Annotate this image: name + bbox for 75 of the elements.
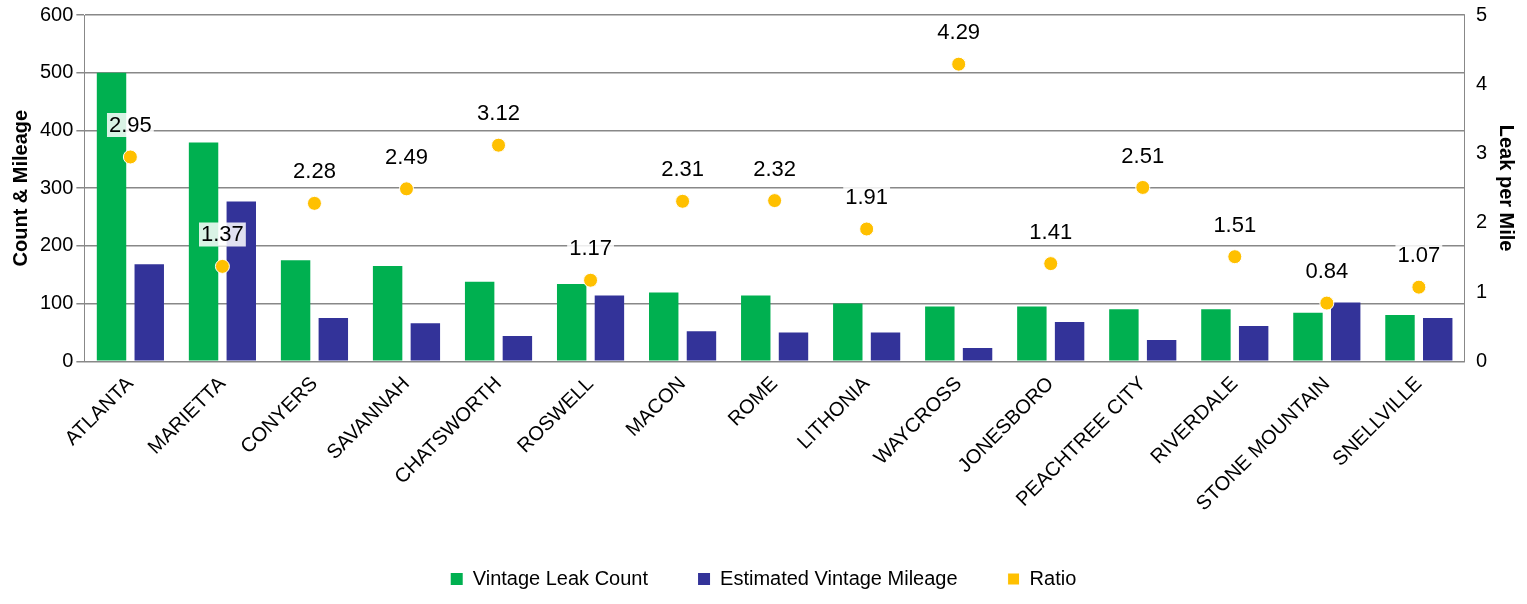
point: [1411, 279, 1427, 295]
point: [491, 137, 507, 153]
y2-tick-label: 2: [1475, 210, 1487, 233]
data-label: 2.49: [385, 143, 428, 169]
data-label: 1.91: [845, 184, 889, 210]
bar: [1330, 302, 1361, 361]
data-label: 2.28: [293, 158, 336, 184]
y-axis-title: Count & Mileage: [8, 109, 31, 267]
point: [1135, 179, 1151, 195]
data-label: 2.31: [661, 156, 704, 182]
point: [859, 221, 875, 237]
bar: [594, 295, 625, 361]
point: [1227, 249, 1243, 265]
data-label: 1.37: [201, 221, 244, 247]
y-tick-label: 200: [39, 233, 74, 256]
bar: [649, 292, 679, 361]
data-label: 1.51: [1213, 211, 1257, 237]
bar: [741, 295, 771, 361]
point: [306, 195, 322, 211]
bar: [1293, 312, 1323, 361]
bar: [410, 323, 441, 361]
point: [1043, 256, 1059, 272]
bar: [318, 317, 349, 361]
point: [122, 149, 138, 165]
legend-label: Ratio: [1029, 566, 1077, 589]
bar: [134, 264, 164, 361]
y-tick-label: 400: [39, 117, 74, 140]
bar: [1109, 309, 1139, 361]
y-tick-label: 0: [62, 348, 74, 371]
y2-axis-title: Leak per Mile: [1496, 124, 1519, 252]
data-label: 3.12: [477, 100, 520, 126]
legend-label: Vintage Leak Count: [472, 566, 649, 589]
y2-tick-label: 1: [1475, 279, 1487, 302]
point: [951, 56, 967, 72]
y-tick-label: 100: [39, 291, 74, 314]
legend-label: Estimated Vintage Mileage: [720, 566, 958, 589]
bar: [925, 306, 955, 361]
y2-tick-label: 5: [1475, 2, 1487, 25]
bar: [962, 348, 993, 361]
bar: [686, 331, 717, 361]
bar: [280, 260, 311, 361]
bar: [833, 303, 863, 361]
point: [214, 258, 230, 274]
bar: [1385, 315, 1415, 361]
data-label: 1.41: [1029, 218, 1073, 244]
bar: [502, 335, 533, 361]
data-label: 2.51: [1121, 142, 1165, 168]
data-label: 1.17: [569, 235, 612, 261]
y-tick-label: 500: [39, 60, 74, 83]
point: [1319, 295, 1335, 311]
bar: [1017, 306, 1047, 361]
data-label: 1.07: [1397, 242, 1441, 268]
y2-tick-label: 4: [1475, 71, 1487, 94]
bar: [372, 266, 403, 361]
bar: [1423, 317, 1453, 361]
point: [583, 272, 599, 288]
bar: [778, 332, 809, 361]
y-tick-label: 600: [39, 2, 74, 25]
bar: [870, 332, 901, 361]
data-label: 0.84: [1305, 258, 1349, 284]
data-label: 4.29: [937, 19, 981, 45]
bar: [556, 283, 587, 361]
bar: [1238, 326, 1269, 361]
data-label: 2.32: [753, 155, 797, 181]
y2-tick-label: 3: [1475, 141, 1487, 164]
point: [675, 193, 691, 209]
point: [767, 193, 783, 209]
bar: [1201, 309, 1231, 361]
point: [398, 181, 414, 197]
y-tick-label: 300: [39, 175, 74, 198]
data-label: 2.95: [108, 112, 152, 138]
y2-tick-label: 0: [1475, 348, 1487, 371]
bar: [464, 281, 495, 361]
bar: [1146, 339, 1177, 361]
bar: [1054, 322, 1085, 361]
